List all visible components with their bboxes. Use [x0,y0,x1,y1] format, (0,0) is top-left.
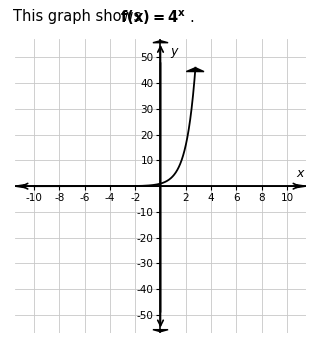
Polygon shape [153,330,168,332]
Text: This graph shows: This graph shows [13,9,146,24]
Polygon shape [186,68,204,72]
Polygon shape [296,185,306,188]
Polygon shape [15,185,25,188]
Text: x: x [296,167,303,180]
Polygon shape [153,41,168,43]
Text: $\mathbf{f(x) = 4^x}$ .: $\mathbf{f(x) = 4^x}$ . [120,9,195,27]
Text: y: y [171,45,178,57]
